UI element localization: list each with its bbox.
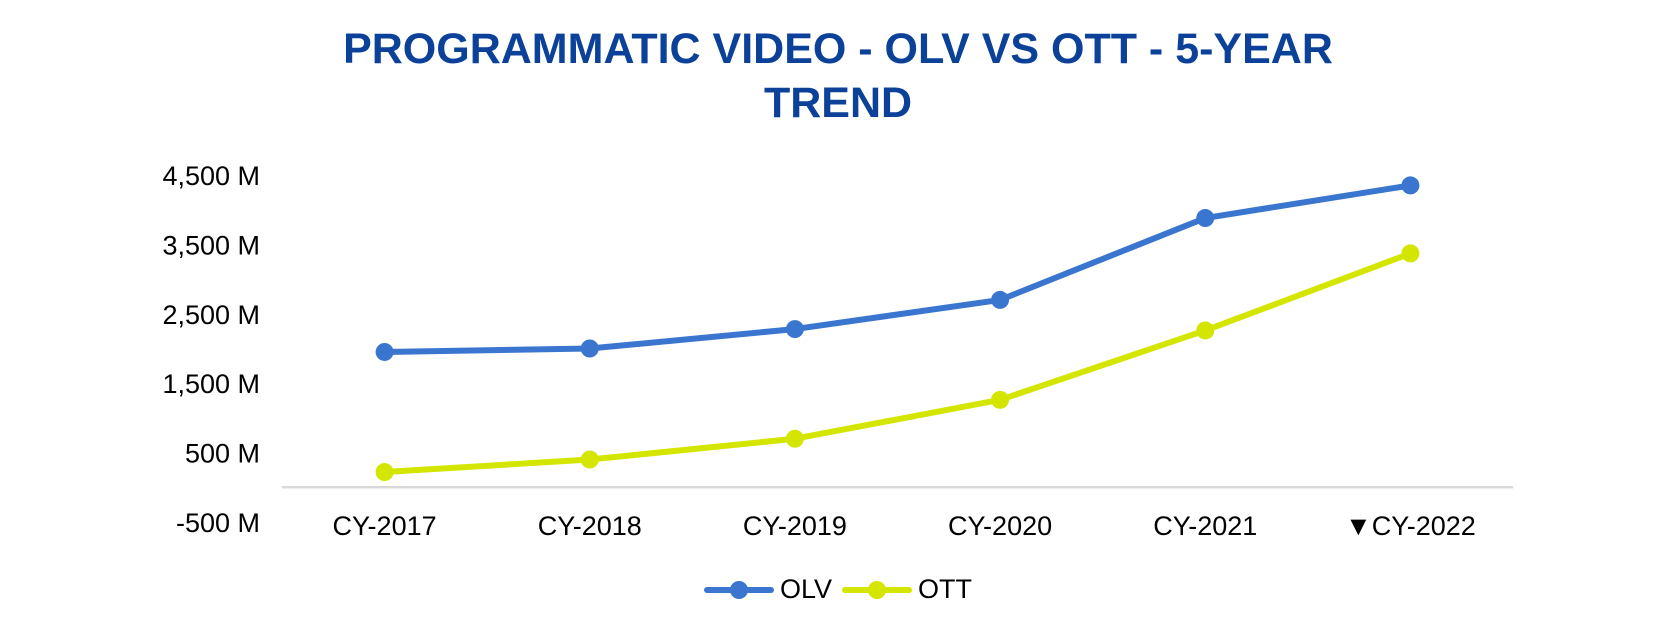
data-point-olv xyxy=(1401,176,1420,195)
y-tick-label: 2,500 M xyxy=(162,300,260,330)
data-point-ott xyxy=(375,463,394,482)
legend-label-olv: OLV xyxy=(779,574,833,604)
y-tick-label: 1,500 M xyxy=(162,369,260,399)
data-point-olv xyxy=(1196,209,1215,228)
legend: OLV OTT xyxy=(0,574,1676,605)
chart-title-line-1: PROGRAMMATIC VIDEO - OLV VS OTT - 5-YEAR xyxy=(343,25,1333,73)
chart-title-line-2: TREND xyxy=(763,79,913,127)
data-point-ott xyxy=(991,390,1010,409)
chart-title: PROGRAMMATIC VIDEO - OLV VS OTT - 5-YEAR… xyxy=(0,22,1676,130)
y-tick-label: 4,500 M xyxy=(162,161,260,191)
series-line-olv xyxy=(381,182,1414,355)
x-tick-label: CY-2021 xyxy=(1153,511,1257,541)
data-point-olv xyxy=(991,290,1010,309)
y-tick-label: 3,500 M xyxy=(162,230,260,260)
data-point-olv xyxy=(785,320,804,339)
data-point-olv xyxy=(375,342,394,361)
x-tick-label: CY-2020 xyxy=(948,511,1052,541)
data-point-olv xyxy=(580,339,599,358)
y-tick-label: 500 M xyxy=(185,439,260,469)
legend-item-olv[interactable]: OLV xyxy=(703,574,833,605)
x-tick-label: CY-2018 xyxy=(538,511,642,541)
x-tick-label: CY-2017 xyxy=(333,511,437,541)
series-line-ott xyxy=(381,250,1414,476)
legend-swatch-olv xyxy=(703,579,774,601)
x-tick-label: ▼CY-2022 xyxy=(1345,511,1476,541)
data-point-ott xyxy=(580,450,599,469)
legend-item-ott[interactable]: OTT xyxy=(842,574,972,605)
legend-swatch-ott xyxy=(842,579,913,601)
data-point-ott xyxy=(1401,244,1420,263)
legend-label-ott: OTT xyxy=(918,574,973,604)
y-tick-label: -500 M xyxy=(176,508,260,538)
data-point-ott xyxy=(785,429,804,448)
x-tick-label: CY-2019 xyxy=(743,511,847,541)
data-point-ott xyxy=(1196,321,1215,340)
